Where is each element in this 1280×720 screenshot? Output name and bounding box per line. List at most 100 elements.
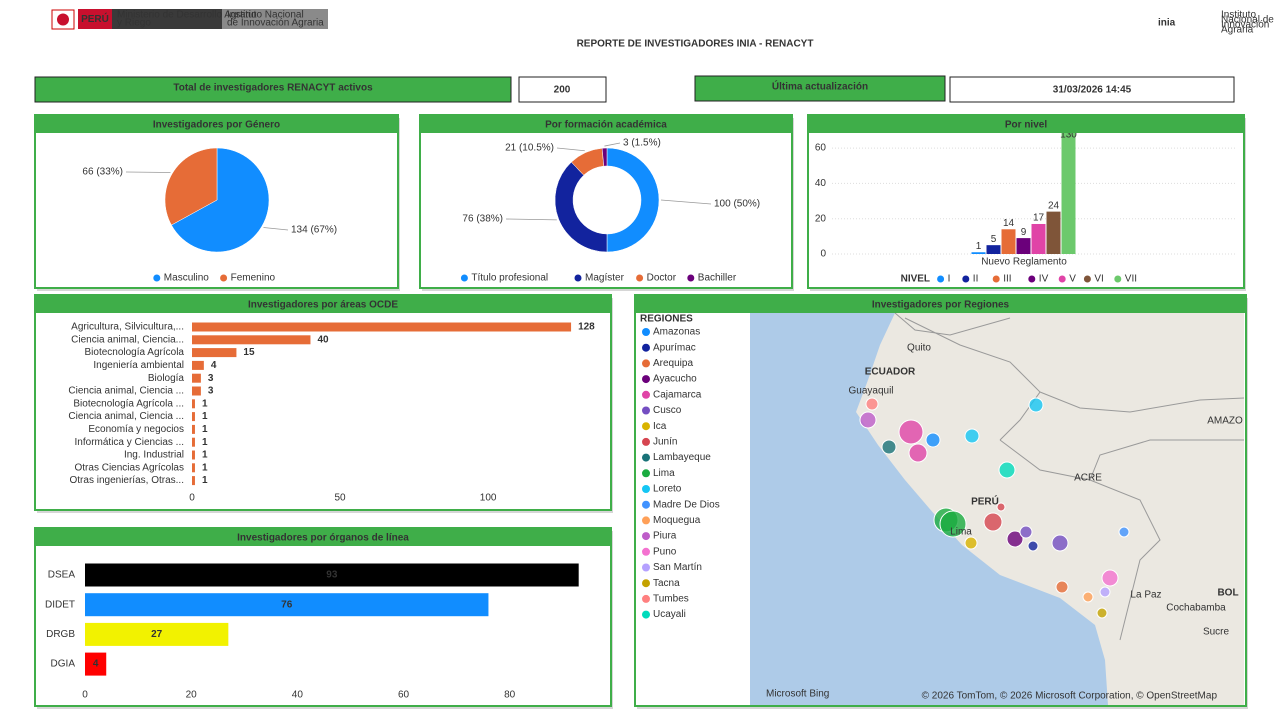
data-label: 76 (38%) xyxy=(462,214,503,225)
y-tick-label: Biotecnología Agrícola ... xyxy=(73,398,184,409)
update-value: 31/03/2026 14:45 xyxy=(1053,85,1132,96)
data-label: 3 (1.5%) xyxy=(623,138,661,149)
legend-label: I xyxy=(948,274,951,285)
legend-label: III xyxy=(1003,274,1011,285)
data-label: 66 (33%) xyxy=(82,167,123,178)
data-label: 21 (10.5%) xyxy=(505,143,554,154)
map-bubble xyxy=(1027,540,1039,552)
legend-swatch xyxy=(1083,275,1091,283)
map-bubble xyxy=(908,443,928,463)
bar xyxy=(192,412,195,422)
legend-swatch xyxy=(642,547,650,556)
map-label: AMAZO xyxy=(1207,416,1243,427)
data-label: 40 xyxy=(317,334,329,345)
institute-box xyxy=(222,9,328,29)
bar xyxy=(1001,229,1016,254)
bar xyxy=(192,399,195,409)
legend-swatch xyxy=(642,437,650,446)
map-bubble xyxy=(1006,530,1024,548)
data-label: 1 xyxy=(202,475,208,486)
legend-swatch xyxy=(642,500,650,509)
bar xyxy=(192,424,195,434)
legend-swatch xyxy=(642,594,650,603)
map-bubble xyxy=(1118,526,1130,538)
bar xyxy=(192,463,195,473)
legend-label: IV xyxy=(1039,274,1049,285)
panel-title: Por formación académica xyxy=(545,120,667,131)
legend-label: Magíster xyxy=(585,273,625,284)
legend-swatch xyxy=(642,422,650,431)
legend-swatch xyxy=(642,610,650,619)
logo-emblem xyxy=(57,13,69,26)
legend-label: Piura xyxy=(653,531,677,542)
map-border xyxy=(1039,391,1244,413)
bar xyxy=(192,360,204,370)
kpi-value-box xyxy=(518,76,607,103)
map-label: ECUADOR xyxy=(865,367,916,378)
data-label: 15 xyxy=(243,347,255,358)
legend-swatch xyxy=(642,343,650,352)
y-tick-label: Ciencia animal, Ciencia ... xyxy=(68,411,184,422)
map-bubble xyxy=(983,512,1003,532)
legend-label: VII xyxy=(1125,274,1137,285)
map-label: ACRE xyxy=(1074,473,1102,484)
y-tick-label: DIDET xyxy=(45,599,75,610)
y-tick-label: Biotecnología Agrícola xyxy=(84,347,184,358)
map-label: La Paz xyxy=(1130,590,1161,601)
data-label: 130 xyxy=(1060,130,1077,141)
leader-line xyxy=(556,147,585,152)
data-label: 9 xyxy=(1021,227,1027,238)
legend-swatch xyxy=(636,274,644,282)
map-label: Sucre xyxy=(1203,627,1230,638)
panel-header xyxy=(808,115,1244,133)
legend-label: Ica xyxy=(653,421,667,432)
map-border xyxy=(1089,439,1244,481)
bar xyxy=(192,437,195,447)
data-label: 4 xyxy=(211,360,217,371)
y-tick-label: DSEA xyxy=(48,570,76,581)
y-tick-label: 60 xyxy=(815,143,827,154)
map-label: PERÚ xyxy=(971,495,999,508)
pie-slice xyxy=(164,147,218,226)
bar xyxy=(192,386,201,396)
update-value-box xyxy=(949,76,1235,103)
legend-swatch xyxy=(642,453,650,462)
data-label: 1 xyxy=(202,437,208,448)
data-label: 1 xyxy=(202,424,208,435)
bar xyxy=(85,563,579,587)
ministry-name: Ministerio de Desarrollo Agrario xyxy=(117,10,257,21)
x-tick-label: 0 xyxy=(189,493,195,504)
map-bubble xyxy=(1096,607,1108,619)
map-bubble xyxy=(1082,591,1094,603)
y-tick-label: Otras Ciencias Agrícolas xyxy=(75,462,185,473)
panel xyxy=(34,527,612,707)
legend-label: Amazonas xyxy=(653,327,700,338)
institute-name: de Innovación Agraria xyxy=(227,18,324,29)
map-bubble xyxy=(1028,397,1044,413)
map-bubble xyxy=(865,397,879,411)
x-tick-label: 40 xyxy=(292,690,304,701)
legend-label: Junín xyxy=(653,437,677,448)
panel-title: Investigadores por Regiones xyxy=(872,300,1010,311)
legend-label: Ucayali xyxy=(653,609,686,620)
update-label-box xyxy=(694,75,946,102)
y-tick-label: DRGB xyxy=(46,629,75,640)
data-label: 76 xyxy=(281,599,293,610)
update-label: Última actualización xyxy=(772,80,868,93)
map-label: Lima xyxy=(950,527,972,538)
ministry-box xyxy=(112,9,222,29)
legend-swatch xyxy=(460,274,468,282)
leader-line xyxy=(660,199,712,205)
map-border xyxy=(894,313,1011,336)
data-label: 1 xyxy=(202,462,208,473)
y-tick-label: Ciencia animal, Ciencia... xyxy=(71,334,184,345)
legend-swatch xyxy=(642,390,650,399)
legend-label: Femenino xyxy=(231,273,276,284)
brand-subtitle: Instituto xyxy=(1221,10,1256,21)
y-tick-label: Ciencia animal, Ciencia ... xyxy=(68,386,184,397)
legend-label: San Martín xyxy=(653,562,702,573)
y-tick-label: Ing. Industrial xyxy=(124,450,184,461)
panel-title: Por nivel xyxy=(1005,120,1047,131)
